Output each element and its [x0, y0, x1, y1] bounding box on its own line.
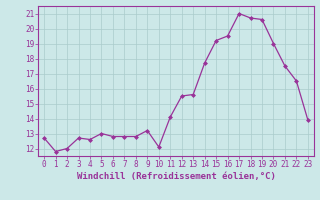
X-axis label: Windchill (Refroidissement éolien,°C): Windchill (Refroidissement éolien,°C) — [76, 172, 276, 181]
